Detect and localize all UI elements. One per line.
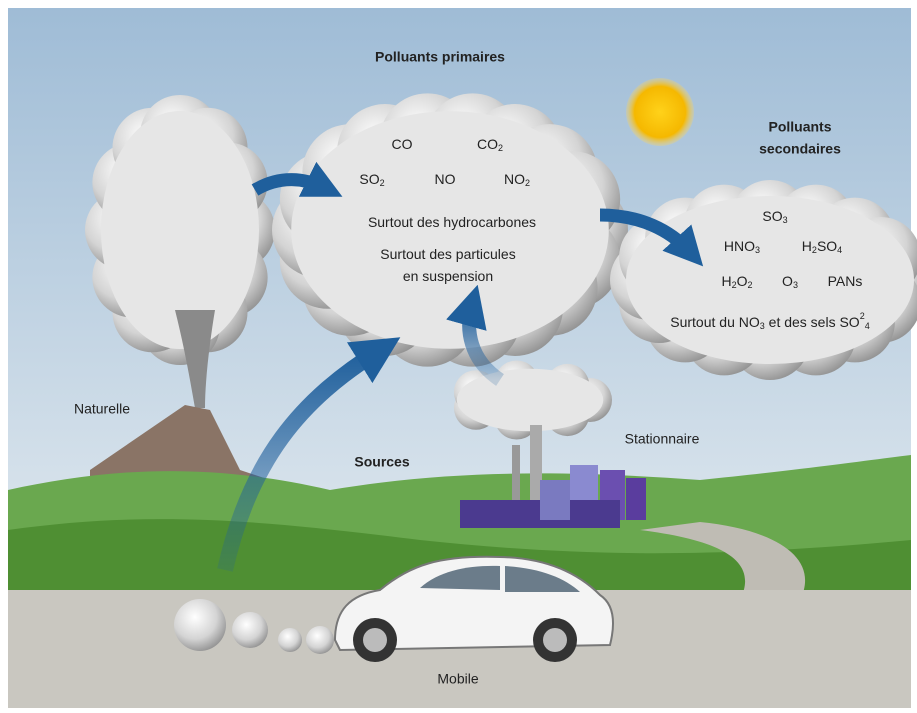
formula-part: 4: [837, 245, 842, 255]
formula-part: en suspension: [403, 268, 493, 284]
formula: HNO3: [724, 238, 760, 256]
formula-part: SO: [817, 238, 837, 254]
formula: H2SO4: [802, 238, 842, 256]
formula-part: Surtout des hydrocarbones: [368, 214, 536, 230]
exhaust-puff: [232, 612, 268, 648]
arrows: [217, 161, 704, 572]
formula: Surtout des particules: [380, 246, 515, 262]
exhaust-puff: [174, 599, 226, 651]
formula-part: 2: [498, 143, 503, 153]
road-curve: [640, 522, 806, 600]
cloud-core: [291, 111, 609, 349]
formula: CO: [392, 136, 413, 152]
formula-part: 2: [748, 280, 753, 290]
formula-part: 3: [793, 280, 798, 290]
formula-part: 3: [755, 245, 760, 255]
label: Naturelle: [74, 401, 130, 417]
formula-part: Surtout des particules: [380, 246, 515, 262]
cloud-core: [456, 368, 604, 432]
formula: SO2: [359, 171, 384, 189]
exhaust-puff: [278, 628, 302, 652]
formula: CO2: [477, 136, 503, 154]
clouds: [85, 93, 917, 440]
formula-part: NO: [435, 171, 456, 187]
sun: [626, 78, 694, 146]
formula: O3: [782, 273, 798, 291]
label: secondaires: [759, 141, 841, 157]
label: Mobile: [437, 671, 478, 687]
formula: NO: [435, 171, 456, 187]
formula: en suspension: [403, 268, 493, 284]
exhaust: [174, 599, 334, 654]
formula-part: O: [737, 273, 748, 289]
formula: H2O2: [721, 273, 752, 291]
formula: Surtout des hydrocarbones: [368, 214, 536, 230]
exhaust-puff: [306, 626, 334, 654]
formula-part: CO: [392, 136, 413, 152]
formula: SO3: [762, 208, 787, 226]
formula-part: 2: [812, 245, 817, 255]
formula-part: O: [782, 273, 793, 289]
formula: Surtout du NO3 et des sels SO24: [670, 311, 869, 331]
formula-part: Surtout du NO: [670, 314, 760, 330]
formula-part: H: [802, 238, 812, 254]
formula-part: SO: [359, 171, 379, 187]
label: Stationnaire: [625, 431, 700, 447]
label: Polluants: [768, 119, 831, 135]
formula-part: PANs: [828, 273, 863, 289]
formula-part: 2: [525, 178, 530, 188]
formula-part: CO: [477, 136, 498, 152]
cloud-core: [101, 111, 259, 349]
formula-part: 2: [732, 280, 737, 290]
formula-part: et des sels SO: [765, 314, 860, 330]
formula-part: 4: [865, 321, 870, 331]
label: Polluants primaires: [375, 49, 505, 65]
formula-part: NO: [504, 171, 525, 187]
formula: PANs: [828, 273, 863, 289]
formula: NO2: [504, 171, 530, 189]
formula-part: 2: [860, 311, 865, 321]
volcano-plume: [175, 310, 215, 408]
formula-part: 3: [760, 321, 765, 331]
formula-part: 3: [783, 215, 788, 225]
formula-part: HNO: [724, 238, 755, 254]
car: [333, 555, 614, 662]
formula-part: 2: [380, 178, 385, 188]
formula-part: H: [721, 273, 731, 289]
formula-part: SO: [762, 208, 782, 224]
label: Sources: [354, 454, 409, 470]
factory: [460, 425, 646, 528]
